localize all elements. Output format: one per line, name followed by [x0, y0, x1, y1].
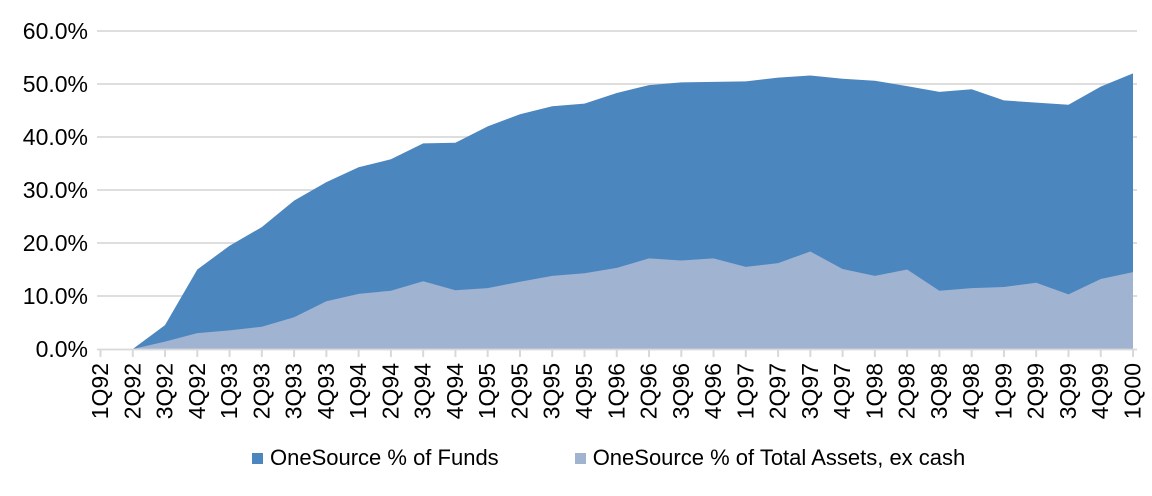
x-tick-label: 1Q92 [87, 363, 113, 419]
x-tick-label: 2Q98 [894, 363, 920, 419]
legend-label-assets: OneSource % of Total Assets, ex cash [592, 445, 966, 470]
x-tick-label: 3Q94 [410, 363, 436, 419]
x-tick-label: 4Q94 [442, 363, 468, 419]
x-tick-label: 3Q97 [797, 363, 823, 419]
x-tick-label: 1Q98 [861, 363, 887, 419]
x-tick-label: 1Q94 [345, 363, 371, 419]
x-tick-label: 3Q93 [281, 363, 307, 419]
x-tick-label: 4Q93 [313, 363, 339, 419]
y-tick-label: 30.0% [23, 177, 88, 203]
y-tick-label: 60.0% [23, 18, 88, 44]
legend-entry-assets: OneSource % of Total Assets, ex cash [574, 445, 966, 470]
x-tick-label: 2Q99 [1023, 363, 1049, 419]
x-tick-label: 2Q93 [248, 363, 274, 419]
x-tick-label: 4Q92 [184, 363, 210, 419]
x-tick-label: 2Q92 [119, 363, 145, 419]
chart-legend: OneSource % of Funds OneSource % of Tota… [252, 447, 965, 469]
x-tick-label: 2Q95 [506, 363, 532, 419]
legend-swatch-funds-icon [252, 452, 263, 464]
x-tick-label: 3Q92 [152, 363, 178, 419]
x-tick-label: 3Q96 [668, 363, 694, 419]
legend-entry-funds: OneSource % of Funds [252, 447, 499, 469]
x-tick-label: 1Q99 [990, 363, 1016, 419]
x-tick-label: 2Q96 [636, 363, 662, 419]
legend-label-funds: OneSource % of Funds [270, 445, 499, 470]
x-tick-label: 4Q95 [571, 363, 597, 419]
x-tick-label: 1Q97 [732, 363, 758, 419]
y-tick-label: 40.0% [23, 124, 88, 150]
area-assets [100, 251, 1133, 349]
x-tick-label: 1Q00 [1120, 363, 1146, 419]
x-tick-label: 4Q97 [829, 363, 855, 419]
x-tick-label: 3Q98 [926, 363, 952, 419]
legend-swatch-assets-icon [574, 452, 586, 464]
x-tick-label: 4Q99 [1087, 363, 1113, 419]
x-tick-label: 2Q97 [765, 363, 791, 419]
x-tick-label: 2Q94 [377, 363, 403, 419]
x-tick-label: 3Q95 [539, 363, 565, 419]
y-tick-label: 10.0% [23, 283, 88, 309]
y-tick-label: 20.0% [23, 230, 88, 256]
y-tick-label: 50.0% [23, 71, 88, 97]
x-tick-label: 1Q95 [474, 363, 500, 419]
x-tick-label: 4Q96 [700, 363, 726, 419]
y-tick-label: 0.0% [36, 336, 88, 362]
x-tick-label: 1Q93 [216, 363, 242, 419]
x-tick-label: 4Q98 [958, 363, 984, 419]
x-tick-label: 3Q99 [1055, 363, 1081, 419]
x-tick-label: 1Q96 [603, 363, 629, 419]
